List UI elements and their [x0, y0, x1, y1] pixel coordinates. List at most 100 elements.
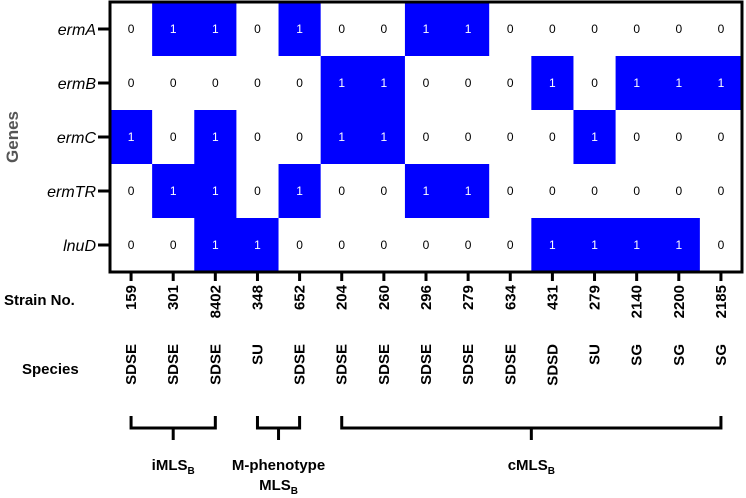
species-label: SDSD	[544, 344, 561, 386]
strain-number-label: 634	[502, 284, 519, 310]
cell-value-label: 0	[212, 76, 219, 90]
heatmap-cell	[110, 164, 153, 219]
heatmap-cell	[404, 218, 448, 273]
group-bracket	[255, 416, 302, 440]
cell-value-label: 0	[507, 130, 514, 144]
heatmap-cell	[615, 2, 659, 57]
species-label: SDSE	[460, 344, 477, 385]
heatmap-cell	[278, 2, 322, 57]
heatmap-cell	[615, 218, 659, 273]
cell-value-label: 1	[549, 238, 556, 252]
strain-number-label: 204	[334, 284, 351, 310]
species-label: SDSE	[207, 344, 224, 385]
cell-value-label: 0	[675, 22, 682, 36]
cell-value-label: 0	[296, 238, 303, 252]
heatmap-cell	[152, 2, 195, 57]
cell-value-label: 1	[170, 184, 177, 198]
cell-value-label: 1	[381, 76, 388, 90]
species-label: SDSE	[418, 344, 435, 385]
heatmap-cell	[320, 164, 364, 219]
cell-value-label: 0	[381, 22, 388, 36]
heatmap-cell	[320, 56, 364, 111]
heatmap-cell	[362, 164, 406, 219]
heatmap-cell	[362, 2, 406, 57]
species-label: SG	[629, 344, 646, 366]
cell-value-label: 0	[296, 76, 303, 90]
heatmap-cell	[657, 110, 701, 165]
heatmap-cell	[657, 164, 701, 219]
heatmap-cell	[152, 56, 195, 111]
group-label: cMLSB	[508, 457, 555, 477]
cell-value-label: 0	[507, 22, 514, 36]
strain-number-label: 296	[418, 285, 435, 310]
cell-value-label: 1	[423, 184, 430, 198]
cell-value-label: 1	[465, 184, 472, 198]
cell-value-label: 0	[296, 130, 303, 144]
cell-value-label: 1	[212, 184, 219, 198]
strain-row-label: Strain No.	[4, 292, 75, 309]
cell-value-label: 1	[338, 130, 345, 144]
cell-value-label: 0	[254, 130, 261, 144]
gene-label: ermB	[58, 76, 97, 93]
species-label: SDSE	[334, 344, 351, 385]
heatmap-cell	[404, 110, 448, 165]
cell-value-label: 0	[465, 76, 472, 90]
heatmap-cell	[110, 2, 153, 57]
column-labels: 159 SDSE 301 SDSE 8402 SDSE 348 SU 652 SDSE 204 SDS…	[123, 273, 730, 386]
heatmap-cell	[531, 2, 575, 57]
cell-value-label: 0	[549, 184, 556, 198]
heatmap-cell	[194, 56, 237, 111]
heatmap-cell	[110, 218, 153, 273]
heatmap-cell	[573, 164, 617, 219]
strain-number-label: 279	[587, 285, 604, 310]
cell-value-label: 0	[423, 130, 430, 144]
gene-label: ermA	[58, 22, 96, 39]
cell-value-label: 0	[718, 22, 725, 36]
species-label: SDSE	[165, 344, 182, 385]
species-label: SDSE	[376, 344, 393, 385]
cell-value-label: 1	[254, 238, 261, 252]
group-bracket	[129, 416, 217, 440]
cell-value-label: 0	[718, 238, 725, 252]
species-label: SG	[713, 344, 730, 366]
cell-value-label: 0	[254, 76, 261, 90]
cell-value-label: 0	[465, 238, 472, 252]
heatmap-cell	[573, 110, 617, 165]
heatmap-cell	[320, 110, 364, 165]
heatmap-cell	[404, 2, 448, 57]
cell-value-label: 0	[170, 76, 177, 90]
row-labels: ermA ermB ermC ermTR lnuD	[47, 22, 109, 255]
heatmap-cell	[489, 218, 532, 273]
species-label: SDSE	[123, 344, 140, 385]
cell-value-label: 1	[591, 130, 598, 144]
heatmap-cell	[531, 218, 575, 273]
heatmap-cell	[615, 164, 659, 219]
cell-value-label: 1	[633, 76, 640, 90]
cell-value-label: 0	[507, 238, 514, 252]
species-label: SU	[587, 344, 604, 365]
heatmap-cell	[447, 2, 490, 57]
cell-value-label: 1	[296, 22, 303, 36]
heatmap-cell	[489, 56, 532, 111]
heatmap-cell	[447, 164, 490, 219]
cell-value-label: 0	[507, 184, 514, 198]
cell-value-label: 0	[549, 22, 556, 36]
strain-number-label: 2140	[629, 285, 646, 318]
cell-value-label: 0	[338, 22, 345, 36]
heatmap-cell	[320, 218, 364, 273]
cell-value-label: 1	[338, 76, 345, 90]
heatmap-cell	[699, 164, 743, 219]
cell-value-label: 0	[591, 76, 598, 90]
heatmap-cell	[236, 2, 280, 57]
heatmap-cell	[615, 56, 659, 111]
heatmap-cell	[699, 56, 743, 111]
plot-frame	[108, 0, 744, 274]
gene-label: lnuD	[63, 238, 96, 255]
cell-value-label: 0	[633, 184, 640, 198]
cell-value-label: 0	[423, 238, 430, 252]
heatmap-cell	[404, 56, 448, 111]
gene-label: ermTR	[47, 184, 96, 201]
heatmap-cell	[194, 218, 237, 273]
heatmap-cell	[362, 218, 406, 273]
